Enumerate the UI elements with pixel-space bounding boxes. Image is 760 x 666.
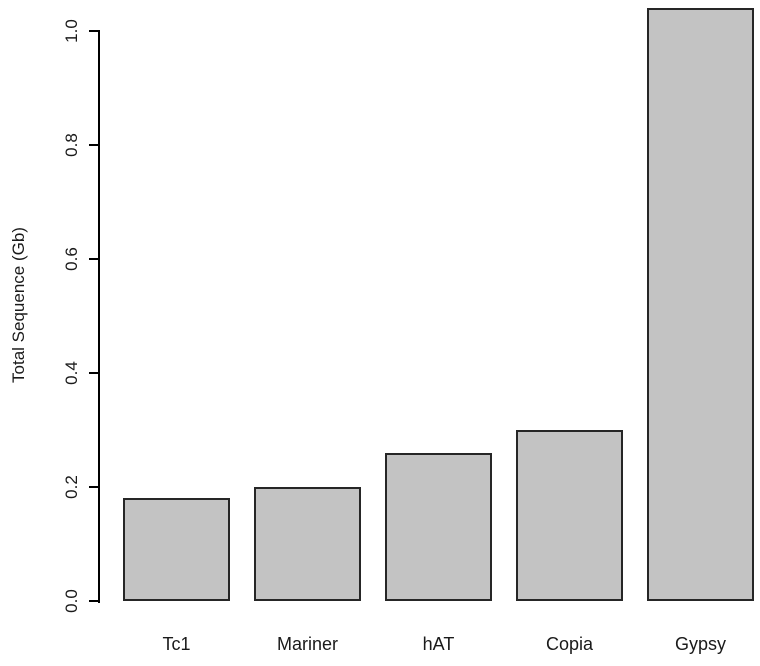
bar-label: Mariner [276,634,339,654]
y-tick-label: 0.2 [62,475,81,499]
y-axis-line [98,30,100,603]
bar [254,487,361,601]
bar [647,8,754,601]
y-tick-label: 1.0 [62,19,81,43]
bar [123,498,230,601]
bar-label: Gypsy [674,634,727,654]
y-tick-label: 0.8 [62,133,81,157]
bar [385,452,492,601]
bar [516,430,623,601]
bar-label: hAT [422,634,455,654]
y-tick [89,600,98,602]
y-axis-title: Total Sequence (Gb) [9,227,28,383]
y-tick [89,486,98,488]
y-tick [89,144,98,146]
y-tick-label: 0.0 [62,589,81,613]
y-tick [89,30,98,32]
bar-label: Copia [545,634,594,654]
y-tick [89,372,98,374]
bar-label: Tc1 [162,634,191,654]
y-tick-label: 0.4 [62,361,81,385]
y-tick [89,258,98,260]
y-tick-label: 0.6 [62,247,81,271]
